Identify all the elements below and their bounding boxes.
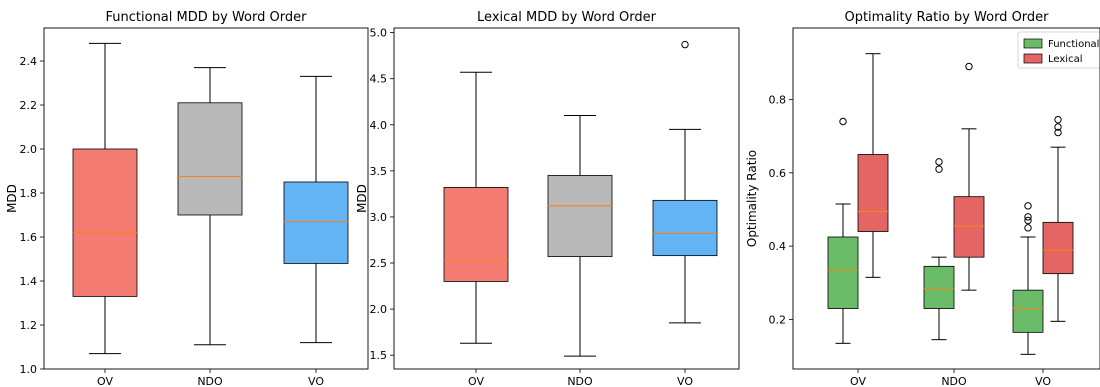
outlier-point — [1024, 224, 1032, 232]
box-body — [827, 236, 859, 309]
y-tick-label: 2.5 — [370, 257, 388, 270]
outlier-point — [965, 62, 973, 71]
y-tick-label: 2.0 — [20, 143, 38, 156]
chart-panel-3: Optimality Ratio by Word Order 0.2 0.4 0.6 0… — [745, 10, 1100, 387]
box-VO — [1042, 115, 1074, 322]
chart-panel-1: Functional MDD by Word Order 1.0 1.2 1.4 1.6… — [5, 10, 369, 387]
y-tick-label: 0.6 — [769, 167, 787, 180]
box-body — [547, 175, 613, 257]
y-tick-label: 0.2 — [769, 314, 787, 327]
outlier-point — [1024, 216, 1032, 225]
legend-label-functional: Functional — [1048, 39, 1099, 50]
box-body — [72, 148, 138, 297]
box-NDO — [923, 158, 955, 341]
x-tick-label: NDO — [197, 375, 223, 387]
y-tick-label: 2.0 — [370, 303, 388, 316]
legend-swatch-lexical — [1023, 53, 1043, 64]
y-tick-label: 1.0 — [20, 363, 38, 376]
legend-label-lexical: Lexical — [1048, 54, 1082, 65]
axes-frame — [43, 27, 369, 370]
y-tick-label: 1.8 — [20, 187, 38, 200]
y-tick-label: 1.5 — [370, 349, 388, 362]
chart-title: Optimality Ratio by Word Order — [844, 10, 1049, 25]
outlier-point — [1054, 115, 1062, 124]
chart-panel-2: Lexical MDD by Word Order 1.5 2.0 2.5 3.0 3.5… — [355, 10, 740, 387]
legend: Functional Lexical — [1017, 31, 1100, 69]
outlier-point — [1024, 213, 1032, 221]
x-tick-label: VO — [677, 375, 693, 387]
y-tick-label: 4.5 — [370, 73, 388, 86]
box-VO — [652, 40, 718, 324]
outlier-point — [1054, 123, 1062, 131]
box-OV — [827, 117, 859, 344]
axes-frame — [393, 27, 740, 370]
y-axis-label: MDD — [355, 184, 369, 213]
box-VO — [1012, 202, 1044, 355]
outlier-point — [935, 165, 943, 173]
x-tick-label: OV — [850, 375, 866, 387]
outlier-point — [681, 40, 689, 49]
y-tick-label: 0.4 — [769, 240, 787, 253]
y-tick-label: 2.2 — [20, 99, 38, 112]
box-NDO — [177, 67, 243, 346]
box-body — [443, 187, 509, 282]
y-tick-label: 1.6 — [20, 231, 38, 244]
box-body — [283, 181, 349, 264]
box-OV — [72, 42, 138, 355]
y-axis-label: Optimality Ratio — [745, 150, 759, 247]
box-body — [652, 199, 718, 257]
x-tick-label: OV — [97, 375, 113, 387]
y-tick-label: 2.4 — [20, 55, 38, 68]
box-NDO — [953, 62, 985, 291]
axes-frame — [792, 27, 1100, 370]
box-OV — [857, 53, 889, 278]
y-tick-label: 1.4 — [20, 275, 38, 288]
box-NDO — [547, 115, 613, 357]
y-axis-label: MDD — [5, 184, 19, 213]
box-body — [177, 102, 243, 216]
y-tick-label: 4.0 — [370, 119, 388, 132]
outlier-point — [1024, 202, 1032, 210]
y-tick-label: 1.2 — [20, 319, 38, 332]
x-tick-label: NDO — [567, 375, 593, 387]
outlier-point — [839, 117, 847, 126]
box-body — [923, 265, 955, 309]
box-body — [953, 196, 985, 258]
x-tick-label: NDO — [941, 375, 967, 387]
x-tick-label: OV — [468, 375, 484, 387]
chart-title: Functional MDD by Word Order — [106, 10, 308, 25]
outlier-point — [935, 158, 943, 166]
x-tick-label: VO — [1035, 375, 1051, 387]
box-OV — [443, 71, 509, 344]
box-body — [857, 154, 889, 232]
y-tick-label: 3.5 — [370, 165, 388, 178]
y-tick-label: 0.8 — [769, 94, 787, 107]
legend-swatch-functional — [1023, 38, 1043, 49]
box-body — [1012, 289, 1044, 333]
y-tick-label: 3.0 — [370, 211, 388, 224]
y-tick-label: 5.0 — [370, 27, 388, 40]
box-VO — [283, 75, 349, 344]
x-tick-label: VO — [308, 375, 324, 387]
outlier-point — [1054, 128, 1062, 137]
chart-title: Lexical MDD by Word Order — [477, 10, 657, 25]
box-body — [1042, 221, 1074, 275]
